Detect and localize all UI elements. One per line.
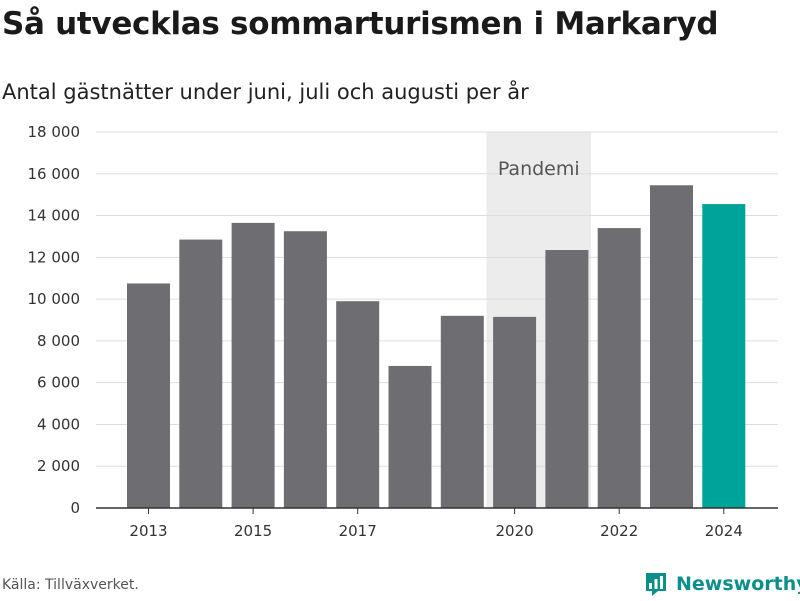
y-tick-label: 16 000 [28, 165, 81, 183]
bar-2023 [650, 185, 693, 508]
bar-2013 [127, 283, 170, 508]
bar-2020 [493, 316, 537, 508]
bar-2015 [231, 222, 275, 508]
y-tick-label: 2 000 [37, 457, 80, 475]
bar-2016 [283, 231, 327, 508]
y-tick-label: 18 000 [28, 123, 81, 141]
chart-subtitle: Antal gästnätter under juni, juli och au… [2, 80, 529, 104]
bar-2024 [702, 204, 746, 509]
chart-title: Så utvecklas sommarturismen i Markaryd [2, 6, 719, 42]
x-tick-label: 2013 [129, 522, 167, 540]
bar-chart-logo-icon [646, 573, 666, 596]
y-tick-label: 8 000 [37, 332, 80, 350]
bar-2017 [336, 301, 380, 508]
bar-2021 [545, 250, 589, 508]
y-tick-label: 6 000 [37, 374, 80, 392]
bar-2014 [179, 239, 223, 509]
bar-2022 [597, 228, 641, 509]
x-tick-label: 2015 [234, 522, 272, 540]
brand-logo: Newsworthy [644, 567, 800, 601]
bar-2018 [388, 365, 432, 508]
x-tick-label: 2022 [600, 522, 638, 540]
y-tick-label: 10 000 [28, 290, 81, 308]
x-tick-label: 2024 [705, 522, 743, 540]
pandemic-label: Pandemi [498, 158, 580, 180]
brand-name: Newsworthy [676, 573, 800, 595]
x-tick-label: 2017 [339, 522, 377, 540]
y-tick-label: 0 [70, 499, 80, 517]
source-note: Källa: Tillväxverket. [2, 577, 139, 593]
bar-2019 [440, 315, 484, 508]
y-tick-label: 4 000 [37, 415, 80, 433]
y-tick-label: 12 000 [28, 248, 81, 266]
y-tick-label: 14 000 [28, 207, 81, 225]
x-tick-label: 2020 [496, 522, 534, 540]
